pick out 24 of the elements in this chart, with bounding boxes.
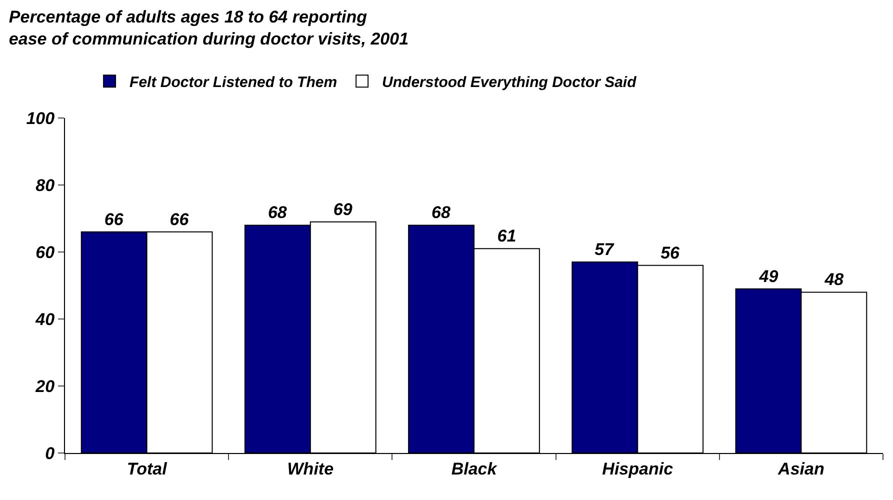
- data-label: 68: [432, 203, 452, 222]
- x-tick-label: Black: [451, 459, 498, 478]
- x-tick-label: Hispanic: [602, 459, 674, 478]
- legend-label: Understood Everything Doctor Said: [382, 74, 638, 91]
- x-tick-label: Total: [126, 459, 168, 478]
- y-tick-label: 60: [36, 242, 56, 262]
- data-label: 68: [268, 203, 288, 222]
- legend-label: Felt Doctor Listened to Them: [130, 74, 338, 91]
- y-tick-label: 0: [45, 444, 56, 463]
- y-tick-label: 80: [36, 176, 56, 195]
- data-label: 66: [104, 210, 124, 229]
- chart-title: Percentage of adults ages 18 to 64 reporting ease of communication during doctor visits, 2001: [8, 8, 409, 49]
- data-label: 61: [497, 226, 516, 246]
- y-tick-label: 20: [34, 376, 56, 396]
- data-label: 66: [170, 210, 190, 229]
- y-tick-label: 100: [26, 108, 56, 128]
- x-tick-label: Asian: [777, 459, 824, 478]
- x-tick-label: White: [287, 459, 334, 478]
- data-label: 57: [594, 240, 616, 260]
- data-label: 69: [333, 200, 353, 219]
- data-label: 48: [824, 270, 844, 290]
- data-label: 56: [660, 243, 680, 262]
- y-tick-label: 40: [34, 310, 56, 329]
- data-label: 49: [758, 266, 779, 286]
